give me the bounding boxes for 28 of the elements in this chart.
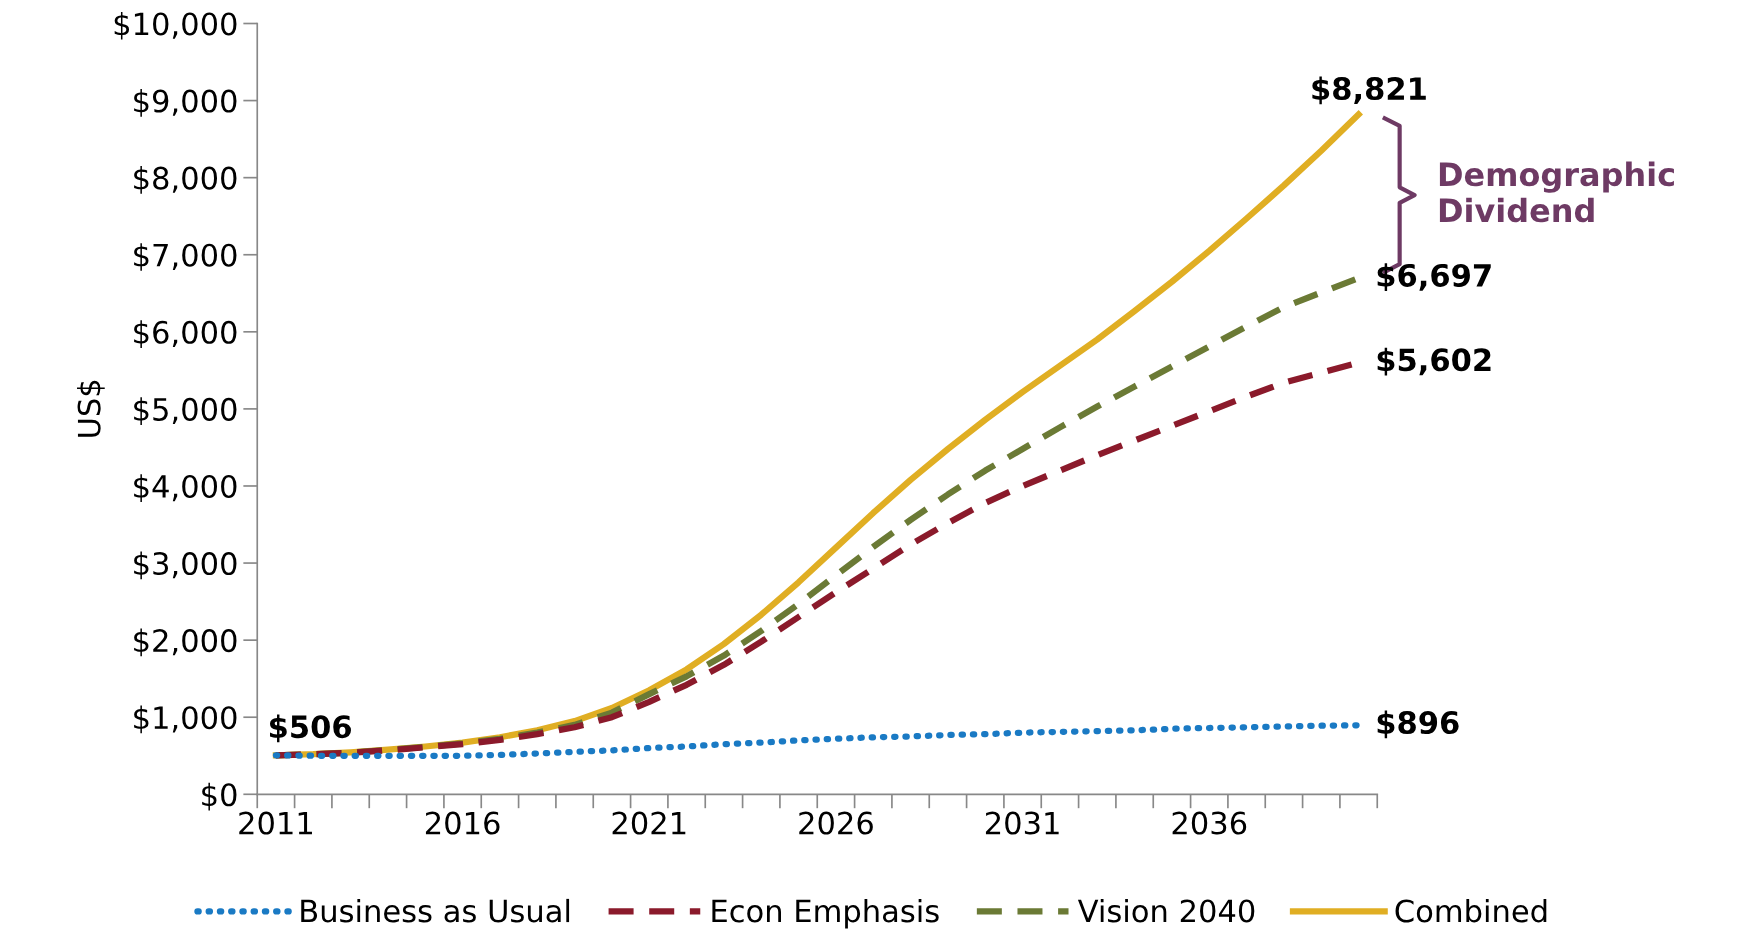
legend-label: Vision 2040 [1077, 898, 1255, 923]
data-label: $6,697 [1377, 263, 1491, 292]
x-tick-label: 2031 [985, 811, 1059, 835]
legend-label: Econ Emphasis [712, 898, 939, 929]
y-tick-label: $3,000 [134, 551, 237, 580]
x-tick-label: 2011 [239, 811, 312, 835]
data-label: $896 [1377, 710, 1459, 739]
x-tick-label: 2036 [1172, 811, 1247, 835]
data-label: $8,821 [1312, 76, 1426, 105]
x-tick-label: 2026 [799, 811, 873, 835]
y-tick-label: $8,000 [134, 166, 237, 194]
legend-label: Combined [1395, 898, 1547, 923]
y-axis-title: US$ [77, 380, 105, 437]
data-label: $506 [269, 714, 351, 743]
y-tick-label: $6,000 [134, 320, 237, 348]
x-tick-label: 2021 [612, 811, 686, 835]
legend-label: Business as Usual [301, 898, 570, 923]
y-tick-label: $1,000 [134, 705, 237, 734]
data-label: $5,602 [1377, 347, 1491, 376]
y-tick-label: $7,000 [134, 243, 237, 271]
text: Demographic Dividend [1439, 161, 1674, 223]
y-tick-label: $0 [202, 782, 237, 811]
y-tick-label: $5,000 [134, 397, 237, 425]
y-tick-label: $10,000 [114, 11, 237, 40]
y-tick-label: $4,000 [134, 474, 237, 503]
y-tick-label: $9,000 [134, 88, 237, 117]
x-tick-label: 2016 [425, 811, 500, 835]
y-tick-label: $2,000 [134, 628, 237, 657]
